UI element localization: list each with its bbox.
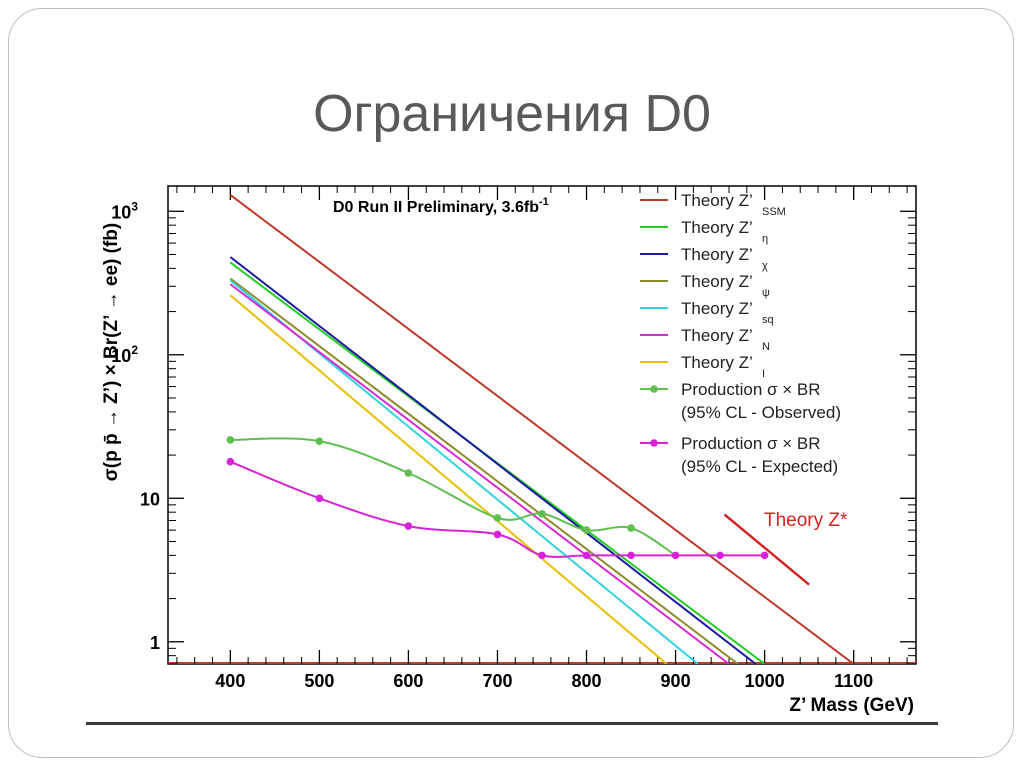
legend-sublabel-3: ψ (762, 287, 770, 299)
series-line-5 (229, 283, 730, 664)
legend-label-1: Theory Z’ (681, 218, 753, 237)
y-tick-label: 10 (140, 489, 160, 509)
footer-divider (86, 722, 938, 725)
x-tick-label: 600 (393, 671, 423, 691)
series-marker-8 (760, 551, 769, 560)
series-marker-8 (538, 551, 546, 560)
series-inline-label: Theory Z* (764, 510, 848, 531)
x-tick-label: 1000 (745, 671, 785, 691)
series-line-0 (229, 194, 855, 664)
legend-sublabel-4: sq (762, 314, 774, 326)
series-marker-8 (582, 551, 591, 560)
series-line-8 (229, 460, 765, 558)
legend-sublabel-6: I (762, 368, 765, 380)
plot-area (167, 185, 917, 665)
series-line-3 (229, 277, 739, 664)
series-marker-8 (226, 457, 235, 466)
series-line-6 (229, 294, 668, 664)
series-marker-8 (315, 494, 324, 503)
slide-title: Ограничения D0 (313, 85, 711, 143)
series-marker-7 (226, 436, 235, 444)
series-marker-7 (315, 437, 324, 445)
series-marker-7 (627, 524, 635, 532)
series-marker-8 (627, 551, 635, 560)
series-marker-7 (538, 509, 546, 518)
legend-label-8: Production σ × BR (681, 434, 820, 453)
slide-frame (8, 8, 1014, 758)
series-marker-8 (671, 551, 680, 560)
series-marker-8 (404, 522, 413, 530)
legend-label-5: Theory Z’ (681, 326, 753, 345)
legend-sublabel-2: χ (762, 260, 768, 272)
series-line-2 (229, 256, 757, 664)
legend-sublabel-1: η (762, 233, 768, 245)
x-tick-label: 800 (572, 671, 602, 691)
y-axis-title: σ(p p̄ → Z’) × Br(Z’ → ee) (fb) (101, 223, 122, 481)
legend-sublabel-0: SSM (762, 206, 786, 218)
legend-marker-7 (650, 385, 658, 393)
legend-marker-8 (650, 439, 658, 447)
y-tick-label: 102 (111, 343, 138, 366)
inline-labels: Theory Z* (764, 510, 848, 531)
legend-label-4: Theory Z’ (681, 299, 753, 318)
x-tick-label: 700 (482, 671, 512, 691)
y-tick-label: 1 (150, 633, 160, 653)
series-marker-7 (582, 526, 591, 534)
x-axis-title: Z’ Mass (GeV) (789, 695, 914, 716)
series-line-9 (723, 513, 810, 586)
axis-ticks: 400 500 600 700 800 900 1000 1100 1 10 102 103 (111, 186, 916, 691)
x-axis-baseline (168, 662, 916, 664)
x-tick-label: 500 (304, 671, 334, 691)
legend-label-6: Theory Z’ (681, 353, 753, 372)
x-tick-label: 1100 (834, 671, 873, 691)
legend-label-0: Theory Z’ (681, 191, 753, 210)
legend-label-3: Theory Z’ (681, 272, 753, 291)
series-marker-7 (404, 469, 413, 477)
x-tick-label: 900 (661, 671, 691, 691)
series-group (226, 194, 855, 664)
series-marker-8 (493, 530, 502, 539)
legend-label2-8: (95% CL - Expected) (681, 457, 838, 476)
y-tick-label: 103 (111, 199, 138, 222)
series-marker-8 (716, 551, 724, 560)
legend-label-7: Production σ × BR (681, 380, 820, 399)
chart-annotation: D0 Run II Preliminary, 3.6fb-1 (333, 196, 549, 216)
series-marker-7 (493, 514, 502, 522)
legend: Theory Z’ SSM Theory Z’ η Theory Z’ χ Theory Z… (640, 191, 841, 476)
x-tick-label: 400 (215, 671, 245, 691)
legend-sublabel-5: N (762, 341, 770, 353)
legend-label2-7: (95% CL - Observed) (681, 403, 841, 422)
legend-label-2: Theory Z’ (681, 245, 753, 264)
